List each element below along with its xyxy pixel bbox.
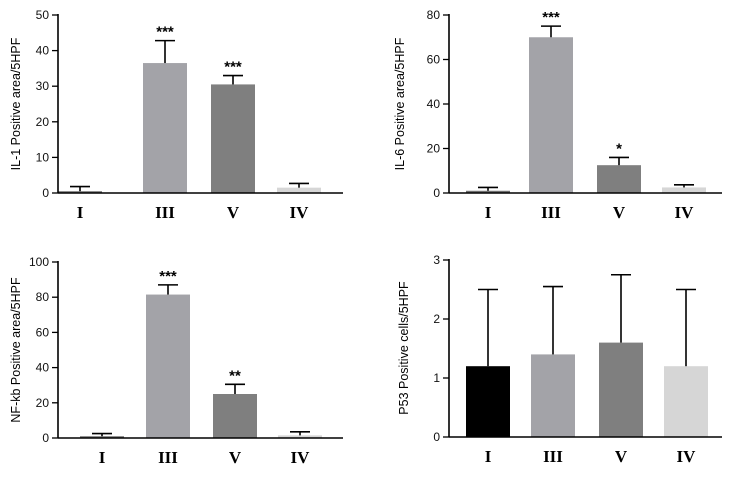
significance-V: ** xyxy=(229,367,241,384)
y-tick-label-3: 3 xyxy=(433,253,440,267)
bar-V xyxy=(599,342,643,437)
category-label-III: III xyxy=(155,203,175,222)
category-label-IV: IV xyxy=(291,448,311,467)
bar-V xyxy=(211,84,255,193)
bar-IV xyxy=(277,187,321,193)
category-label-III: III xyxy=(541,203,561,222)
y-tick-label-100: 100 xyxy=(29,255,49,269)
bar-IV xyxy=(662,187,706,193)
y-tick-label-1: 1 xyxy=(433,371,440,385)
bar-I xyxy=(466,366,510,437)
bar-III xyxy=(146,294,190,438)
y-tick-label-2: 2 xyxy=(433,312,440,326)
bar-III xyxy=(529,37,573,193)
bar-V xyxy=(597,165,641,193)
y-axis-label: NF-kb Positive area/5HPF xyxy=(9,277,23,423)
y-tick-label-20: 20 xyxy=(36,396,50,410)
category-label-V: V xyxy=(613,203,626,222)
y-axis-label: P53 Positive cells/5HPF xyxy=(397,281,411,415)
category-label-V: V xyxy=(229,448,242,467)
y-tick-label-50: 50 xyxy=(36,8,50,22)
y-tick-label-80: 80 xyxy=(427,8,441,22)
category-label-V: V xyxy=(227,203,240,222)
y-tick-label-10: 10 xyxy=(36,150,50,164)
category-label-I: I xyxy=(485,203,492,222)
y-axis-label: IL-6 Positive area/5HPF xyxy=(393,37,407,170)
y-tick-label-20: 20 xyxy=(427,142,441,156)
y-tick-label-0: 0 xyxy=(42,186,49,200)
chart-panel-2: I *** III * V IV 0 20 40 60 80 IL-6 Positive area/5… xyxy=(393,8,722,222)
bar-IV xyxy=(664,366,708,437)
category-label-IV: IV xyxy=(290,203,310,222)
bar-I xyxy=(80,436,124,438)
category-label-IV: IV xyxy=(675,203,695,222)
category-label-III: III xyxy=(158,448,178,467)
y-tick-label-60: 60 xyxy=(36,325,50,339)
y-tick-label-20: 20 xyxy=(36,115,50,129)
category-label-I: I xyxy=(485,447,492,466)
category-label-IV: IV xyxy=(677,447,697,466)
chart-panel-1: I *** III *** V IV 0 10 20 30 40 50 IL-1 Positive ar… xyxy=(9,8,343,222)
y-tick-label-0: 0 xyxy=(42,431,49,445)
y-tick-label-40: 40 xyxy=(427,97,441,111)
category-label-I: I xyxy=(99,448,106,467)
y-tick-label-40: 40 xyxy=(36,361,50,375)
category-label-III: III xyxy=(543,447,563,466)
y-tick-label-0: 0 xyxy=(433,430,440,444)
significance-III: *** xyxy=(159,268,177,285)
significance-III: *** xyxy=(542,9,560,26)
significance-V: * xyxy=(616,140,622,157)
significance-III: *** xyxy=(156,24,174,41)
y-tick-label-80: 80 xyxy=(36,290,50,304)
category-label-I: I xyxy=(77,203,84,222)
y-axis-label: IL-1 Positive area/5HPF xyxy=(9,37,23,170)
bar-III xyxy=(531,354,575,437)
bar-I xyxy=(466,190,510,193)
bar-I xyxy=(58,191,102,193)
chart-panel-3: I *** III ** V IV 0 20 40 60 80 100 NF-kb Positive a… xyxy=(9,255,343,467)
y-tick-label-30: 30 xyxy=(36,79,50,93)
bar-III xyxy=(143,63,187,194)
bar-IV xyxy=(278,435,322,438)
y-tick-label-60: 60 xyxy=(427,53,441,67)
category-label-V: V xyxy=(615,447,628,466)
bar-V xyxy=(213,394,257,438)
y-tick-label-0: 0 xyxy=(433,186,440,200)
significance-V: *** xyxy=(224,59,242,76)
y-tick-label-40: 40 xyxy=(36,44,50,58)
